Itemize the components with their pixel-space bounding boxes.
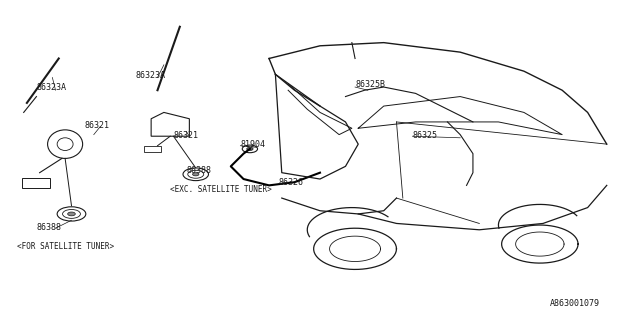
Text: 86326: 86326 bbox=[278, 178, 303, 188]
Ellipse shape bbox=[63, 210, 81, 218]
Ellipse shape bbox=[193, 173, 199, 176]
Text: 86323A: 86323A bbox=[135, 70, 165, 80]
Text: <FOR SATELLITE TUNER>: <FOR SATELLITE TUNER> bbox=[17, 242, 115, 251]
Polygon shape bbox=[151, 112, 189, 136]
FancyBboxPatch shape bbox=[22, 178, 51, 188]
Circle shape bbox=[243, 145, 257, 153]
Text: 86321: 86321 bbox=[173, 131, 198, 140]
Ellipse shape bbox=[47, 130, 83, 158]
Text: 86321: 86321 bbox=[84, 121, 109, 130]
Text: <EXC. SATELLITE TUNER>: <EXC. SATELLITE TUNER> bbox=[170, 185, 272, 194]
Text: 81904: 81904 bbox=[241, 140, 266, 149]
Text: A863001079: A863001079 bbox=[549, 299, 600, 308]
FancyBboxPatch shape bbox=[144, 146, 161, 152]
Text: 86388: 86388 bbox=[186, 166, 211, 175]
Text: 86323A: 86323A bbox=[36, 83, 67, 92]
Text: 86325B: 86325B bbox=[355, 80, 385, 89]
Ellipse shape bbox=[68, 212, 76, 216]
Text: 86388: 86388 bbox=[36, 223, 61, 232]
Ellipse shape bbox=[188, 170, 204, 178]
Ellipse shape bbox=[57, 207, 86, 221]
Text: 86325: 86325 bbox=[412, 131, 437, 140]
Circle shape bbox=[246, 147, 253, 150]
Ellipse shape bbox=[183, 168, 209, 180]
Ellipse shape bbox=[57, 138, 73, 150]
